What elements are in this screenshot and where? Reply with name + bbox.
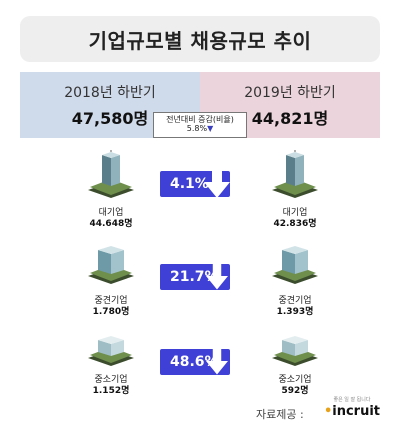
source-label: 자료제공 : [256,408,304,421]
down-arrow-icon [206,347,228,375]
incruit-logo: 좋은 일 잘 됩니다 •incruit [322,396,382,419]
yoy-box: 전년대비 증감(비율) 5.8%▼ [153,112,247,138]
down-arrow-icon [206,262,228,290]
mid-building-icon [272,246,318,284]
tall-skyscraper-icon [272,150,318,198]
row2-label-right: 중견기업 [278,296,312,306]
chart-title: 기업규모별 채용규모 추이 [88,28,312,53]
row1-change: 4.1% [170,176,209,192]
period-label-2018: 2018년 하반기 [64,84,156,101]
small-building-icon [88,336,134,366]
period-2018: 2018년 하반기 47,580명 [20,72,200,138]
row1-value-2018: 44.648명 [89,219,133,229]
row2-label-left: 중견기업 [94,296,128,306]
mid-building-icon [88,246,134,284]
down-arrow-icon [204,166,230,198]
period-2019: 2019년 하반기 44,821명 [200,72,380,138]
small-building-icon [272,336,318,366]
logo-tagline: 좋은 일 잘 됩니다 [333,397,371,403]
down-triangle-icon: ▼ [207,124,214,133]
row1-value-2019: 42.836명 [273,219,317,229]
period-label-2019: 2019년 하반기 [244,84,336,101]
row3-change: 48.6% [170,354,219,370]
yoy-value: 5.8% [186,124,208,133]
yoy-label: 전년대비 증감(비율) [166,115,234,125]
title-box: 기업규모별 채용규모 추이 [20,16,380,62]
row3-label-right: 중소기업 [278,375,312,385]
row1-label-right: 대기업 [282,208,308,218]
period-total-2019: 44,821명 [251,108,329,128]
row3-value-2019: 592명 [281,386,309,396]
tall-skyscraper-icon [88,150,134,198]
row1-label-left: 대기업 [98,208,124,218]
row3-label-left: 중소기업 [94,375,128,385]
row2-value-2018: 1.780명 [92,307,130,317]
logo-dot-icon: • [323,404,333,419]
row2-value-2019: 1.393명 [276,307,314,317]
row2-change: 21.7% [170,269,219,285]
logo-text: incruit [332,404,381,419]
row3-value-2018: 1.152명 [92,386,130,396]
period-total-2018: 47,580명 [71,108,149,128]
